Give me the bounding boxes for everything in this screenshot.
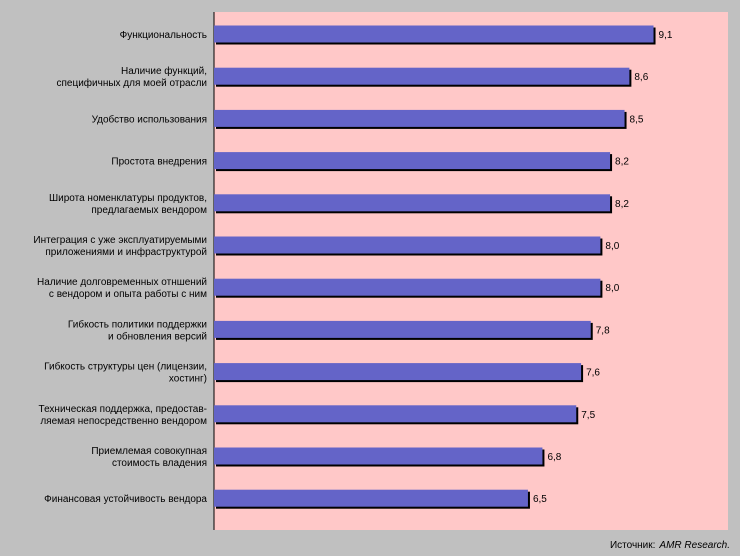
category-label-line: Широта номенклатуры продуктов, (49, 193, 207, 204)
category-label-line: Финансовая устойчивость вендора (44, 494, 207, 505)
category-label-line: стоимость владения (112, 458, 207, 469)
category-label: Удобство использования (92, 113, 207, 125)
value-labels: 9,1 8,6 8,5 8,2 8,2 8,0 8,0 7,8 7,6 7,5 6,8 6,5 (533, 30, 673, 505)
category-label: Финансовая устойчивость вендора (44, 494, 207, 505)
category-label-line: Гибкость политики поддержки (68, 318, 207, 330)
bar (214, 405, 577, 423)
category-label: Наличие функций, специфичных для моей отр… (57, 65, 208, 89)
category-label-line: Наличие долговременных отншений (37, 277, 207, 288)
category-label-line: хостинг) (169, 374, 207, 385)
source-prefix: Источник: (610, 540, 655, 551)
category-label-line: Приемлемая совокупная (91, 446, 207, 457)
category-label-line: Техническая поддержка, предостав- (39, 404, 207, 415)
value-label: 8,6 (634, 72, 648, 83)
category-label-line: ляемая непосредственно вендором (40, 416, 207, 427)
value-label: 8,2 (615, 157, 629, 168)
bar (214, 320, 591, 338)
source-note: Источник: AMR Research. (610, 540, 730, 551)
category-label-line: Наличие функций, (121, 65, 207, 77)
bar (214, 489, 528, 507)
value-label: 8,0 (605, 241, 619, 252)
bar (214, 67, 630, 85)
bar (214, 363, 582, 381)
bar (214, 278, 601, 296)
value-label: 6,8 (547, 452, 561, 463)
category-label: Простота внедрения (111, 157, 207, 168)
category-label: Широта номенклатуры продуктов, предлагаем… (49, 193, 207, 216)
category-label-line: Функциональность (120, 30, 207, 41)
value-label: 6,5 (533, 494, 547, 505)
value-label: 8,5 (630, 114, 644, 125)
category-label-line: Простота внедрения (111, 157, 207, 168)
category-label: Приемлемая совокупная стоимость владения (91, 446, 207, 469)
category-label: Функциональность (120, 30, 207, 41)
category-label-line: Интеграция с уже эксплуатируемыми (33, 235, 207, 246)
category-label-line: с вендором и опыта работы с ним (49, 288, 207, 300)
bar (214, 109, 625, 127)
value-label: 7,5 (581, 410, 595, 421)
bar (214, 152, 611, 170)
category-labels: Функциональность Наличие функций, специфич… (33, 30, 207, 505)
category-label: Интеграция с уже эксплуатируемыми приложе… (33, 235, 207, 258)
category-label: Гибкость политики поддержки и обновления … (68, 318, 207, 342)
category-label-line: Гибкость структуры цен (лицензии, (44, 361, 207, 373)
value-label: 7,8 (596, 325, 610, 336)
category-label: Гибкость структуры цен (лицензии, хостинг… (44, 361, 207, 385)
plot-area (214, 12, 728, 530)
category-label: Техническая поддержка, предостав-ляемая … (39, 404, 208, 427)
category-label-line: предлагаемых вендором (91, 205, 207, 216)
bar (214, 236, 601, 254)
category-label: Наличие долговременных отншений с вендоро… (37, 277, 207, 300)
bar (214, 25, 654, 43)
value-label: 7,6 (586, 368, 600, 379)
category-label-line: и обновления версий (108, 330, 207, 342)
category-label-line: специфичных для моей отрасли (57, 77, 208, 89)
value-label: 8,0 (605, 283, 619, 294)
bar (214, 194, 611, 212)
source-name: AMR Research. (658, 540, 730, 551)
category-label-line: Удобство использования (92, 113, 207, 125)
category-label-line: приложениями и инфраструктурой (45, 246, 207, 258)
value-label: 8,2 (615, 199, 629, 210)
bar (214, 447, 543, 465)
bars (214, 25, 656, 509)
value-label: 9,1 (659, 30, 673, 41)
